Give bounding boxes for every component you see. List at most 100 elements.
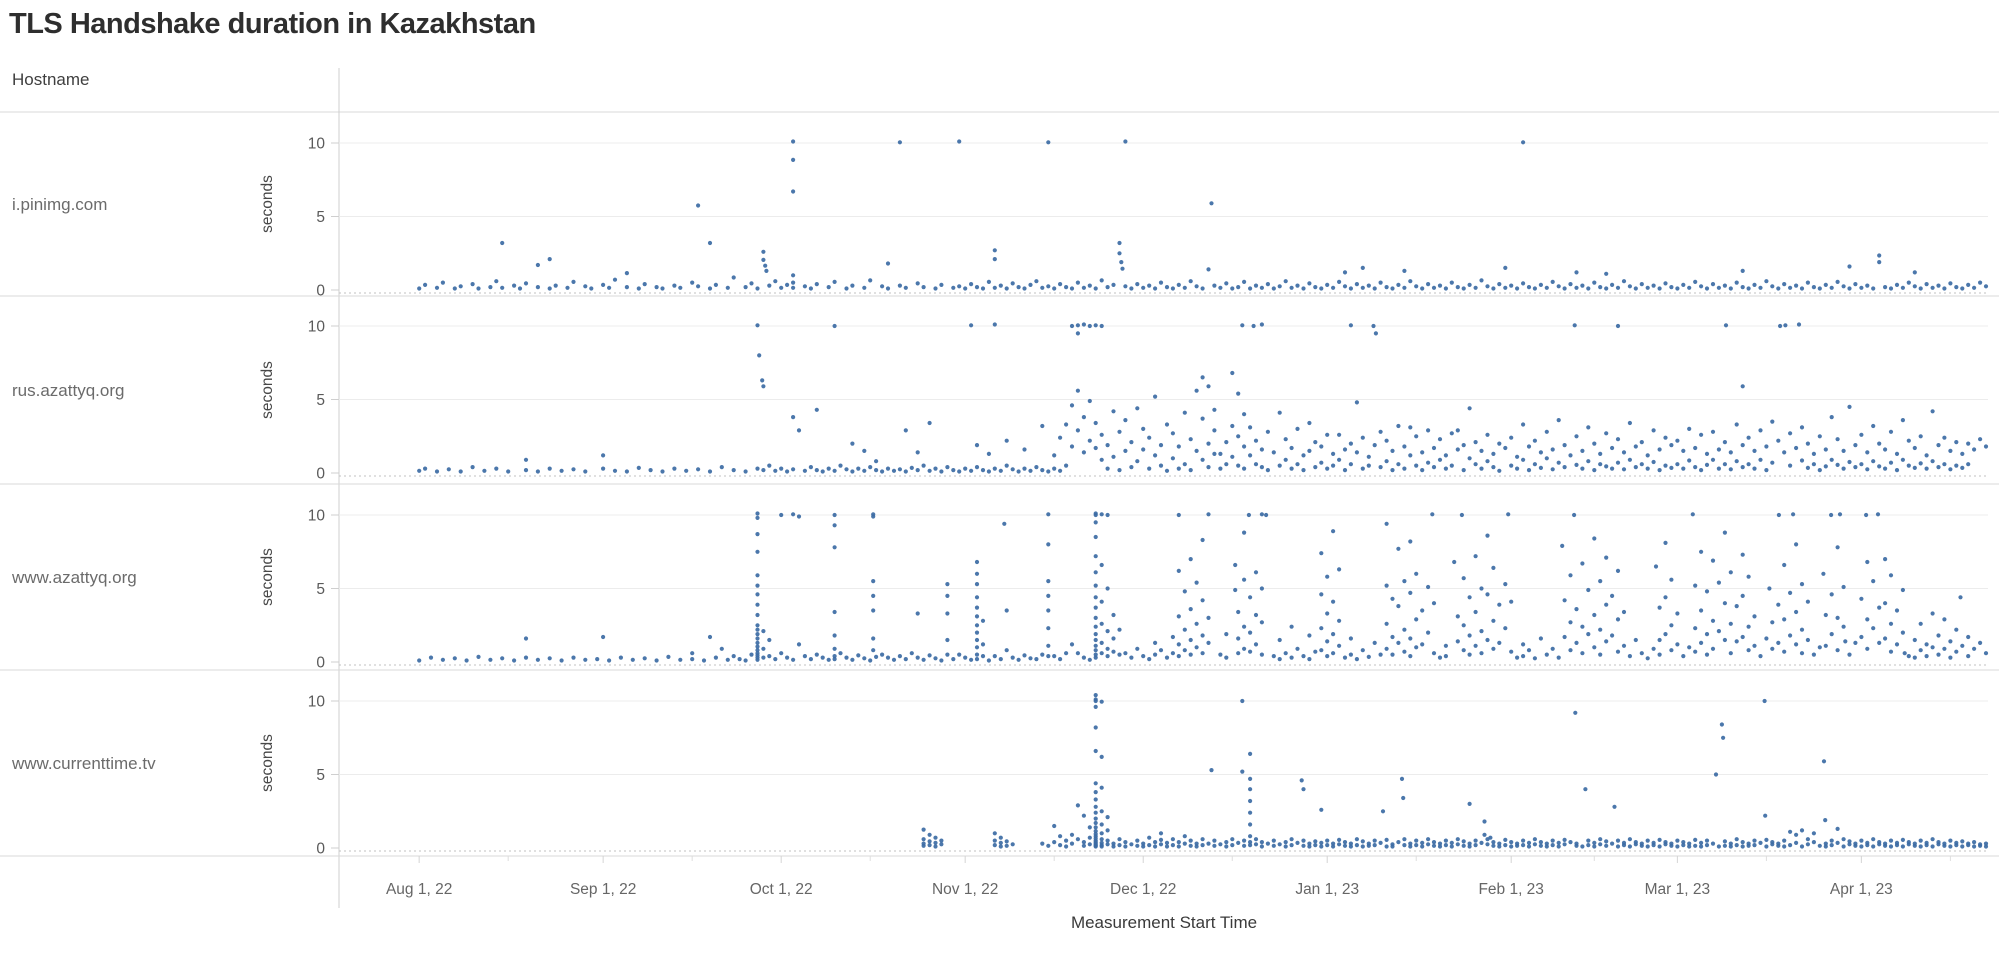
scatter-point[interactable] <box>1699 840 1704 846</box>
scatter-point[interactable] <box>1182 841 1187 846</box>
scatter-point[interactable] <box>974 559 980 565</box>
scatter-point[interactable] <box>1485 842 1490 847</box>
scatter-point[interactable] <box>1046 843 1051 848</box>
scatter-point[interactable] <box>1401 795 1406 801</box>
scatter-point[interactable] <box>1954 463 1959 468</box>
scatter-point[interactable] <box>1200 837 1205 842</box>
scatter-point[interactable] <box>1253 612 1259 618</box>
scatter-point[interactable] <box>1099 754 1104 760</box>
scatter-point[interactable] <box>1248 840 1253 845</box>
scatter-point[interactable] <box>755 573 760 578</box>
scatter-point[interactable] <box>678 657 683 662</box>
scatter-point[interactable] <box>1859 838 1864 843</box>
scatter-point[interactable] <box>1710 841 1716 846</box>
scatter-point[interactable] <box>1093 829 1098 834</box>
scatter-point[interactable] <box>974 657 980 662</box>
scatter-point[interactable] <box>1580 561 1585 566</box>
scatter-point[interactable] <box>1259 620 1264 625</box>
scatter-point[interactable] <box>1918 844 1923 849</box>
scatter-point[interactable] <box>1075 323 1080 328</box>
scatter-point[interactable] <box>1461 443 1466 448</box>
scatter-point[interactable] <box>1443 643 1448 648</box>
scatter-point[interactable] <box>417 658 422 663</box>
scatter-point[interactable] <box>1099 621 1104 626</box>
scatter-point[interactable] <box>1859 432 1864 437</box>
scatter-point[interactable] <box>1337 643 1342 648</box>
scatter-point[interactable] <box>992 285 997 290</box>
scatter-point[interactable] <box>1408 539 1413 544</box>
scatter-point[interactable] <box>1093 810 1098 815</box>
scatter-point[interactable] <box>1271 654 1276 659</box>
scatter-point[interactable] <box>1348 636 1353 641</box>
scatter-point[interactable] <box>417 468 422 473</box>
scatter-point[interactable] <box>1325 639 1330 644</box>
scatter-point[interactable] <box>755 511 760 516</box>
scatter-point[interactable] <box>814 282 819 287</box>
scatter-point[interactable] <box>897 140 903 145</box>
scatter-point[interactable] <box>1093 704 1098 710</box>
scatter-point[interactable] <box>1936 633 1941 638</box>
scatter-point[interactable] <box>1354 837 1359 842</box>
scatter-point[interactable] <box>1960 844 1965 849</box>
scatter-point[interactable] <box>523 655 529 660</box>
scatter-point[interactable] <box>1408 654 1413 659</box>
scatter-point[interactable] <box>1663 632 1668 637</box>
scatter-point[interactable] <box>1942 646 1947 651</box>
scatter-point[interactable] <box>1414 645 1419 650</box>
scatter-point[interactable] <box>1764 468 1769 473</box>
scatter-point[interactable] <box>1307 844 1312 849</box>
scatter-point[interactable] <box>1556 460 1561 465</box>
scatter-point[interactable] <box>1437 655 1443 660</box>
scatter-point[interactable] <box>1716 466 1721 471</box>
scatter-point[interactable] <box>927 420 932 426</box>
scatter-point[interactable] <box>423 282 428 287</box>
scatter-point[interactable] <box>1105 586 1110 591</box>
scatter-point[interactable] <box>1865 450 1870 455</box>
scatter-point[interactable] <box>1912 655 1917 660</box>
scatter-point[interactable] <box>1212 283 1217 288</box>
scatter-point[interactable] <box>713 282 719 287</box>
scatter-point[interactable] <box>1248 649 1253 654</box>
scatter-point[interactable] <box>1877 605 1882 610</box>
scatter-point[interactable] <box>1491 465 1496 470</box>
scatter-point[interactable] <box>1289 624 1294 629</box>
scatter-point[interactable] <box>1301 654 1306 659</box>
scatter-point[interactable] <box>1978 437 1983 442</box>
scatter-point[interactable] <box>1431 285 1437 290</box>
scatter-point[interactable] <box>974 465 980 470</box>
scatter-point[interactable] <box>1621 467 1627 472</box>
scatter-point[interactable] <box>1716 844 1721 849</box>
scatter-point[interactable] <box>470 282 475 287</box>
scatter-point[interactable] <box>500 656 505 661</box>
scatter-point[interactable] <box>1348 652 1353 657</box>
scatter-point[interactable] <box>1182 589 1187 594</box>
scatter-point[interactable] <box>1240 323 1245 328</box>
scatter-point[interactable] <box>1461 468 1466 473</box>
scatter-point[interactable] <box>1176 568 1181 574</box>
scatter-point[interactable] <box>1657 837 1662 843</box>
scatter-point[interactable] <box>1710 282 1716 287</box>
scatter-point[interactable] <box>1722 440 1727 445</box>
scatter-point[interactable] <box>1740 465 1745 470</box>
scatter-point[interactable] <box>1758 840 1763 846</box>
scatter-point[interactable] <box>1259 844 1264 849</box>
scatter-point[interactable] <box>1384 844 1389 849</box>
scatter-point[interactable] <box>1426 428 1431 433</box>
scatter-point[interactable] <box>1740 384 1745 389</box>
scatter-point[interactable] <box>915 450 920 455</box>
scatter-point[interactable] <box>1319 626 1324 631</box>
scatter-point[interactable] <box>1182 648 1187 653</box>
scatter-point[interactable] <box>1289 837 1294 842</box>
scatter-point[interactable] <box>1467 801 1472 807</box>
scatter-point[interactable] <box>1645 844 1650 849</box>
scatter-point[interactable] <box>1752 448 1757 453</box>
scatter-point[interactable] <box>957 139 962 144</box>
scatter-point[interactable] <box>470 465 475 470</box>
scatter-point[interactable] <box>1135 646 1140 651</box>
scatter-point[interactable] <box>1046 608 1051 613</box>
scatter-point[interactable] <box>980 286 986 291</box>
scatter-point[interactable] <box>1289 445 1294 451</box>
scatter-point[interactable] <box>974 571 980 576</box>
scatter-point[interactable] <box>1877 464 1882 469</box>
scatter-point[interactable] <box>903 657 908 662</box>
